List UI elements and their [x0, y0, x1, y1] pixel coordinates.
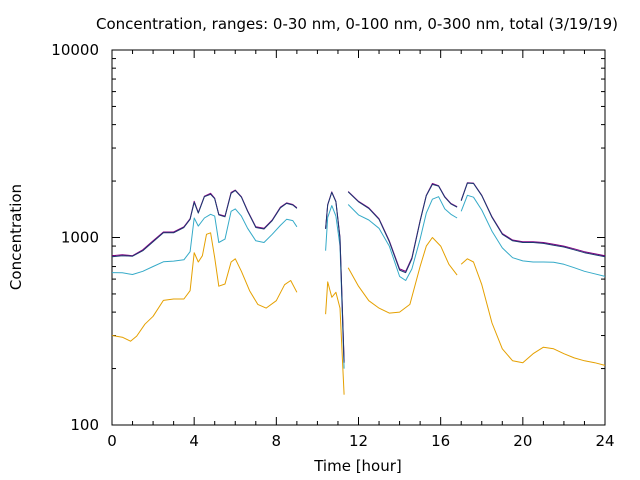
y-tick-label: 10000: [51, 41, 99, 59]
series-line-segment: [111, 232, 298, 342]
y-tick-label: 1000: [61, 229, 99, 247]
minor-ticks: [112, 50, 605, 425]
x-tick-label: 4: [189, 432, 199, 450]
series-3: [111, 182, 606, 361]
y-axis-label: Concentration: [7, 184, 25, 290]
series-line-segment: [325, 281, 345, 395]
x-tick-label: 0: [107, 432, 117, 450]
series-line-segment: [460, 182, 606, 257]
series-4: [111, 182, 606, 363]
series-line-segment: [347, 237, 458, 314]
series-line-segment: [111, 190, 298, 258]
series-line-segment: [111, 208, 298, 275]
series-line-segment: [460, 182, 606, 258]
series-line-segment: [347, 183, 458, 274]
plot-frame: [111, 49, 606, 426]
y-axis: 100 1000 10000: [51, 41, 605, 434]
series-layer: [111, 182, 606, 395]
x-tick-label: 20: [513, 432, 532, 450]
x-tick-label: 24: [595, 432, 614, 450]
x-tick-label: 8: [272, 432, 282, 450]
x-axis-label: Time [hour]: [313, 457, 402, 475]
x-tick-label: 12: [349, 432, 368, 450]
chart-title: Concentration, ranges: 0-30 nm, 0-100 nm…: [96, 15, 618, 33]
series-line-segment: [460, 194, 606, 277]
y-tick-label: 100: [70, 416, 99, 434]
series-1: [111, 232, 606, 395]
x-axis: 0 4 8 12 16 20 24: [107, 50, 615, 450]
series-2: [111, 194, 606, 369]
series-line-segment: [325, 191, 345, 363]
x-tick-label: 16: [431, 432, 450, 450]
series-line-segment: [347, 183, 458, 272]
series-line-segment: [347, 196, 458, 281]
series-line-segment: [460, 258, 606, 366]
